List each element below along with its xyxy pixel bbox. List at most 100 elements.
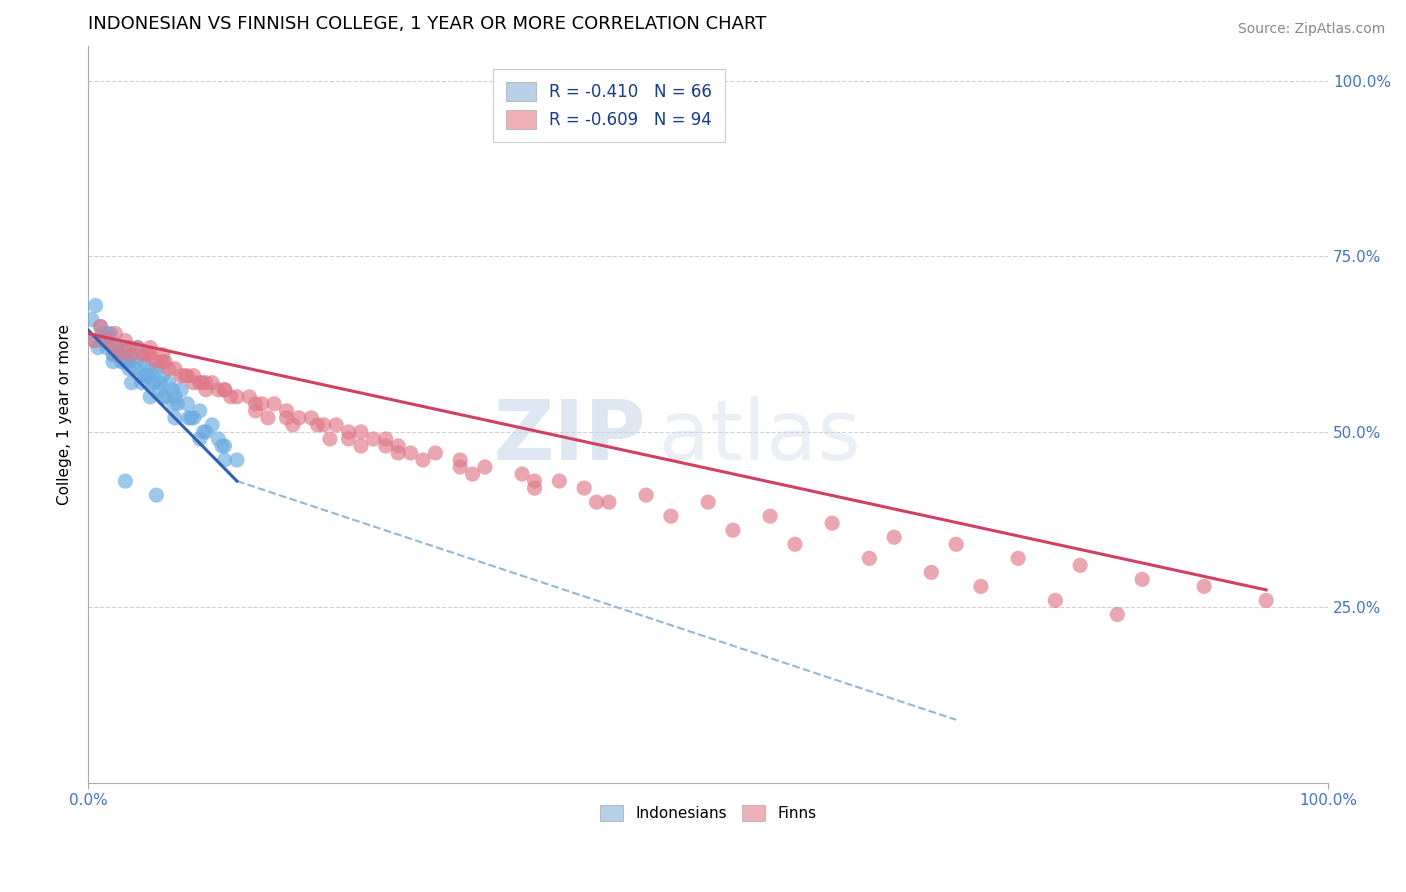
Point [163, 390, 186, 404]
Point [214, 439, 236, 453]
Legend: Indonesians, Finns: Indonesians, Finns [593, 799, 823, 827]
Point [325, 417, 347, 432]
Point [101, 348, 124, 362]
Point [337, 432, 360, 446]
Point [191, 376, 214, 390]
Point [176, 368, 198, 383]
Text: atlas: atlas [658, 396, 860, 477]
Point [96, 341, 118, 355]
Point [474, 460, 496, 475]
Text: INDONESIAN VS FINNISH COLLEGE, 1 YEAR OR MORE CORRELATION CHART: INDONESIAN VS FINNISH COLLEGE, 1 YEAR OR… [89, 15, 766, 33]
Point [276, 404, 298, 418]
Text: Source: ZipAtlas.com: Source: ZipAtlas.com [1237, 22, 1385, 37]
Point [1045, 593, 1067, 607]
Point [412, 453, 434, 467]
Point [97, 326, 120, 341]
Point [131, 376, 153, 390]
Point [697, 495, 720, 509]
Point [207, 432, 229, 446]
Point [374, 439, 396, 453]
Point [104, 326, 127, 341]
Point [84, 298, 107, 312]
Point [145, 354, 167, 368]
Point [374, 432, 396, 446]
Point [201, 417, 224, 432]
Point [111, 354, 134, 368]
Point [1192, 579, 1215, 593]
Point [152, 348, 174, 362]
Point [572, 481, 595, 495]
Point [883, 530, 905, 544]
Point [125, 354, 148, 368]
Point [80, 312, 103, 326]
Point [350, 425, 373, 439]
Point [145, 361, 167, 376]
Point [214, 453, 236, 467]
Point [101, 341, 124, 355]
Point [188, 432, 211, 446]
Y-axis label: College, 1 year or more: College, 1 year or more [58, 324, 72, 505]
Point [163, 410, 186, 425]
Point [214, 383, 236, 397]
Point [157, 361, 180, 376]
Point [148, 383, 170, 397]
Point [114, 341, 136, 355]
Point [721, 523, 744, 537]
Point [585, 495, 607, 509]
Point [87, 341, 110, 355]
Point [108, 348, 131, 362]
Point [523, 481, 546, 495]
Point [114, 474, 136, 488]
Point [194, 383, 217, 397]
Point [114, 334, 136, 348]
Point [152, 368, 174, 383]
Point [183, 368, 205, 383]
Point [104, 341, 127, 355]
Point [180, 410, 202, 425]
Point [127, 341, 149, 355]
Point [127, 341, 149, 355]
Point [425, 446, 447, 460]
Point [139, 361, 162, 376]
Point [118, 361, 141, 376]
Point [121, 348, 143, 362]
Point [226, 453, 249, 467]
Point [1256, 593, 1278, 607]
Point [90, 319, 112, 334]
Point [449, 453, 471, 467]
Point [134, 368, 156, 383]
Point [226, 390, 249, 404]
Point [523, 474, 546, 488]
Point [238, 390, 260, 404]
Point [219, 390, 242, 404]
Point [170, 383, 193, 397]
Point [350, 439, 373, 453]
Point [129, 368, 152, 383]
Point [101, 354, 124, 368]
Point [299, 410, 322, 425]
Point [100, 326, 122, 341]
Point [132, 354, 155, 368]
Point [548, 474, 571, 488]
Point [157, 376, 180, 390]
Point [121, 348, 143, 362]
Point [337, 425, 360, 439]
Point [152, 390, 174, 404]
Point [90, 319, 112, 334]
Point [250, 397, 273, 411]
Point [970, 579, 993, 593]
Point [188, 404, 211, 418]
Point [1007, 551, 1029, 566]
Point [821, 516, 844, 531]
Point [142, 376, 165, 390]
Point [94, 334, 117, 348]
Point [115, 354, 138, 368]
Point [183, 376, 205, 390]
Point [177, 410, 200, 425]
Point [281, 417, 304, 432]
Point [124, 361, 146, 376]
Point [132, 348, 155, 362]
Text: ZIP: ZIP [494, 396, 647, 477]
Point [103, 348, 125, 362]
Point [783, 537, 806, 551]
